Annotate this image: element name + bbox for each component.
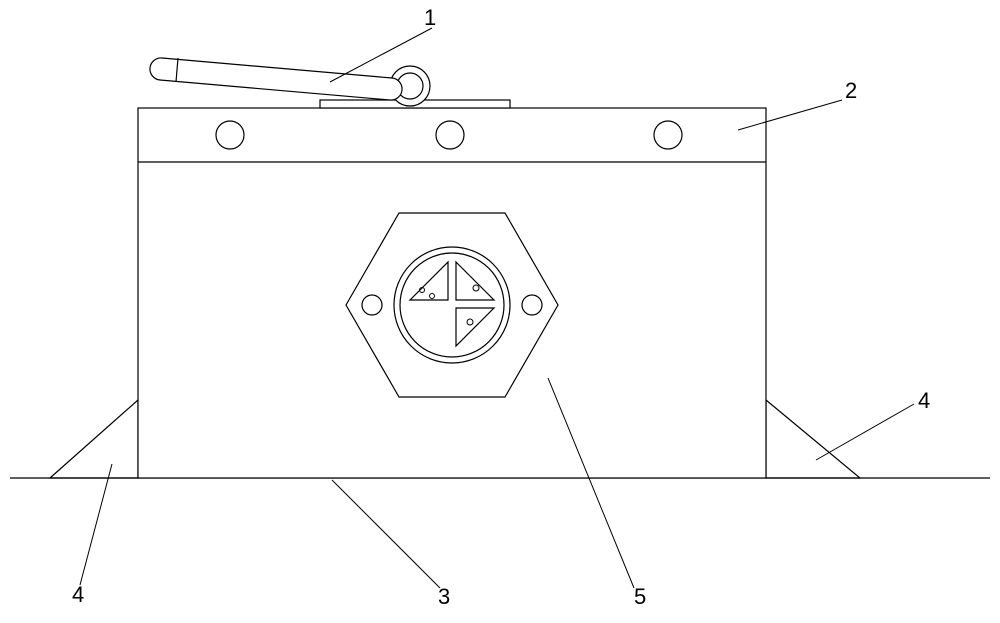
leader-3 xyxy=(332,480,440,588)
label-1: 1 xyxy=(424,5,436,31)
technical-diagram: 1 2 3 4 4 5 xyxy=(0,0,1000,618)
leader-4-left xyxy=(80,464,112,585)
label-4-left: 4 xyxy=(72,582,84,608)
label-2: 2 xyxy=(845,78,857,104)
label-3: 3 xyxy=(438,584,450,610)
leader-4-right xyxy=(816,404,914,460)
label-4-right: 4 xyxy=(918,388,930,414)
wing-left xyxy=(50,400,138,478)
wing-right xyxy=(766,400,860,478)
label-5: 5 xyxy=(634,584,646,610)
